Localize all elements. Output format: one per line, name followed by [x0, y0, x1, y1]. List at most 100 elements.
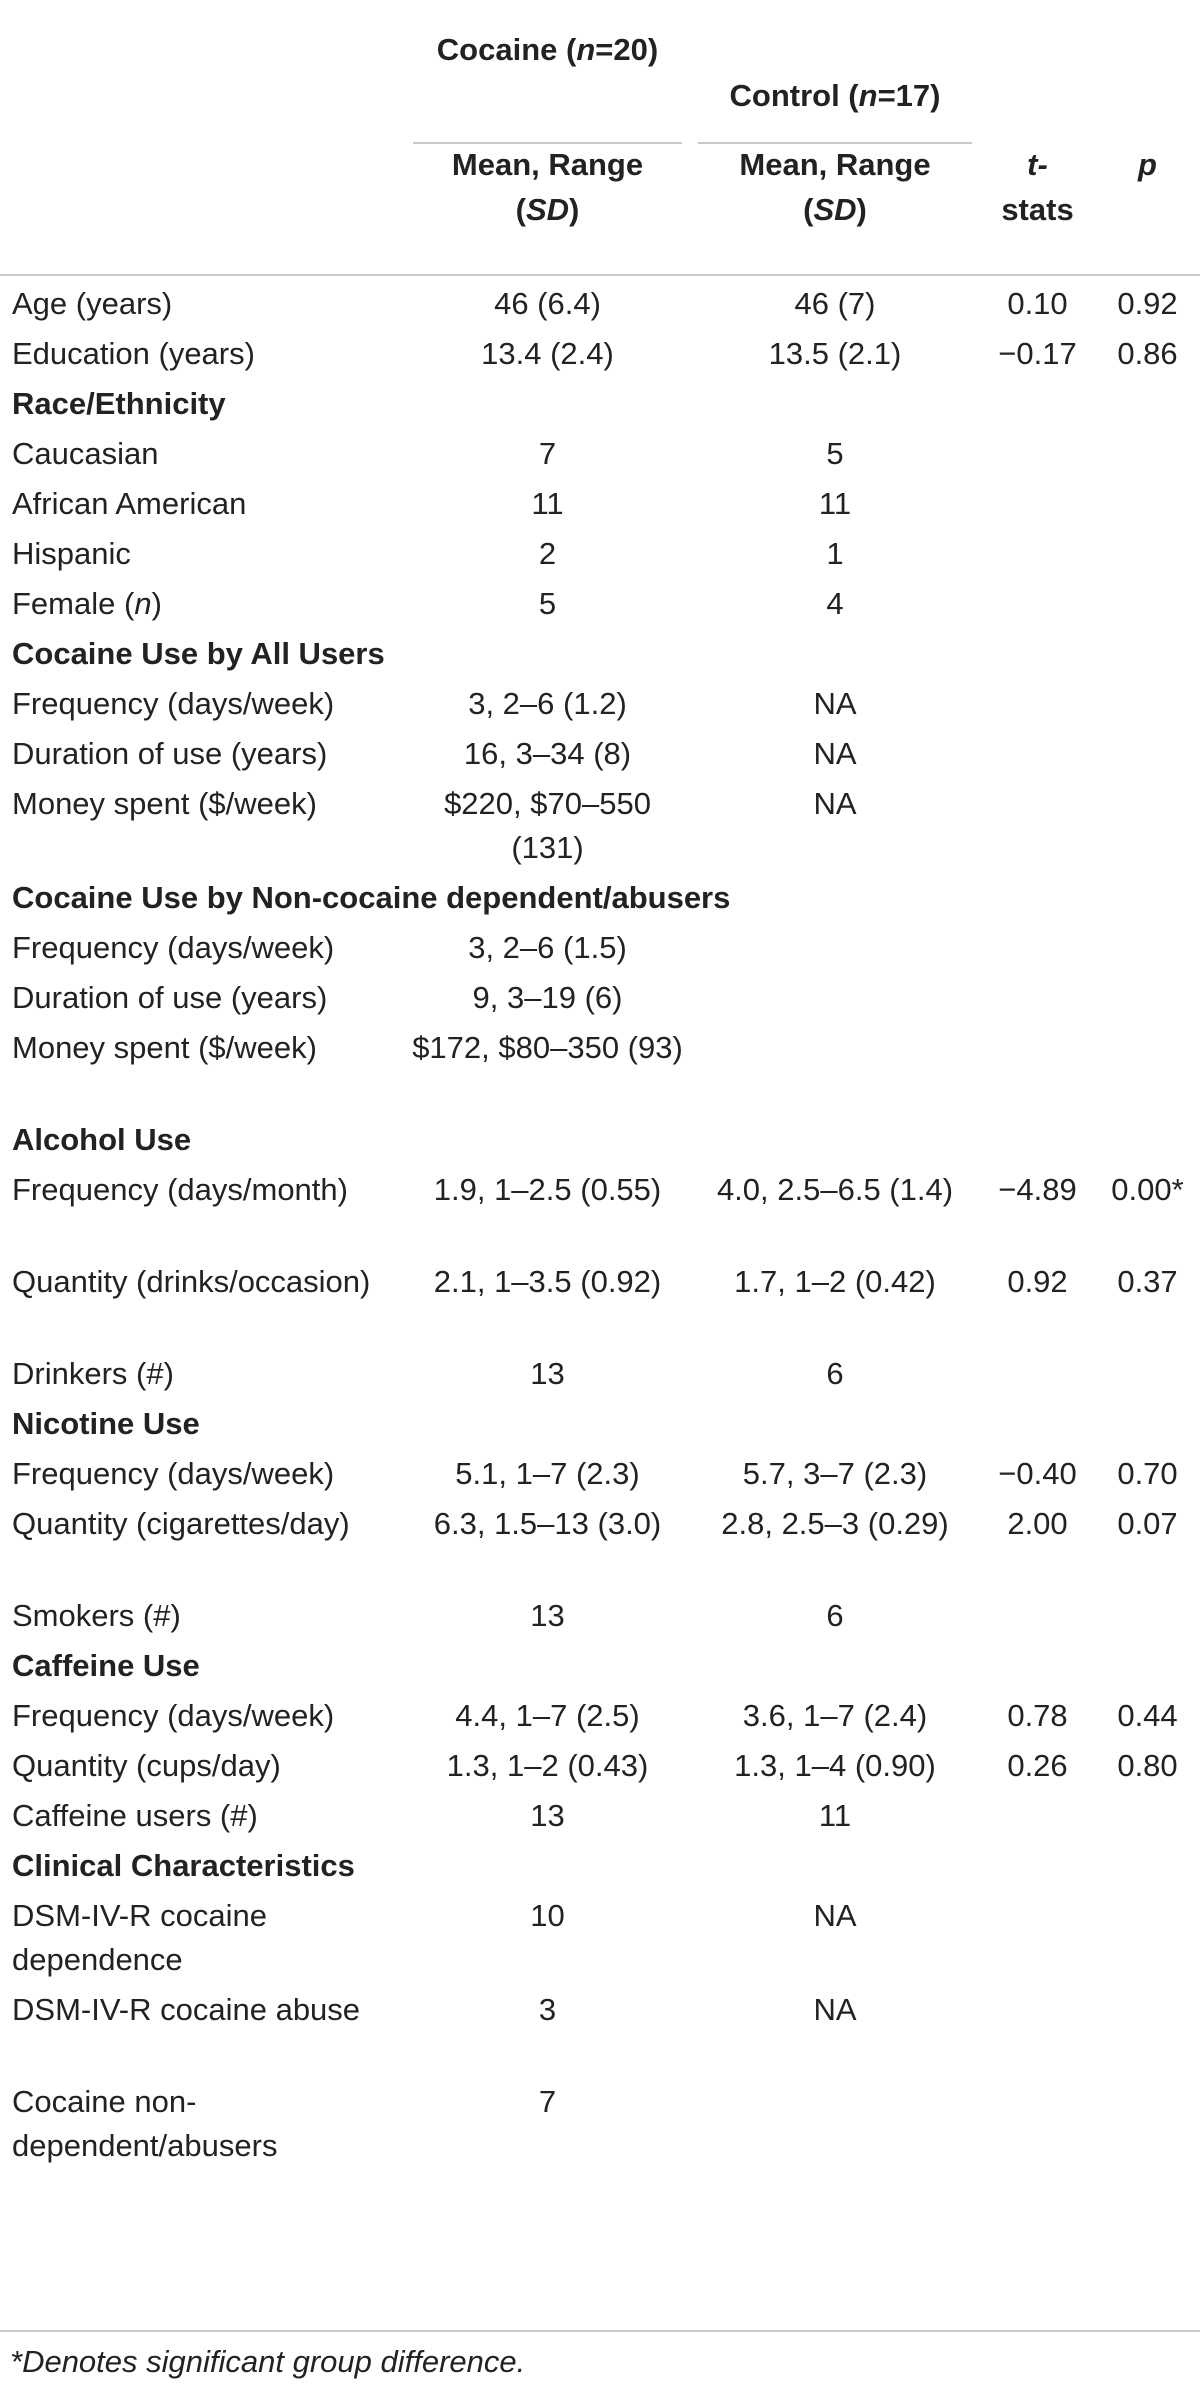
p-value — [1095, 1888, 1200, 1982]
table-row: Frequency (days/week) 5.1, 1–7 (2.3) 5.7, … — [0, 1446, 1200, 1496]
table-row: Frequency (days/month) 1.9, 1–2.5 (0.55) 4… — [0, 1162, 1200, 1254]
section-row: Nicotine Use — [0, 1396, 1200, 1446]
table-row: Smokers (#) 13 6 — [0, 1588, 1200, 1638]
header-blank-t — [980, 0, 1095, 142]
sd-label: SD — [525, 192, 570, 227]
cocaine-value: 2.1, 1–3.5 (0.92) — [433, 1264, 662, 1299]
control-value: 2.8, 2.5–3 (0.29) — [721, 1506, 949, 1541]
row-label: Frequency (days/week) — [12, 930, 335, 965]
table-row: Hispanic 2 1 — [0, 526, 1200, 576]
p-value — [1095, 1346, 1200, 1396]
demographics-table: Cocaine (n=20) Control (n=17) Mean, Rang… — [0, 0, 1200, 2168]
row-label: Frequency (days/week) — [12, 1456, 335, 1491]
t-stat-value — [980, 2074, 1095, 2168]
header-blank-p — [1095, 0, 1200, 142]
cocaine-value: 5 — [538, 586, 557, 621]
control-value — [690, 970, 980, 1020]
section-row: Alcohol Use — [0, 1112, 1200, 1162]
cocaine-subheader: Mean, Range (SD) — [405, 142, 690, 274]
section-row: Clinical Characteristics — [0, 1838, 1200, 1888]
table-row: Duration of use (years) 16, 3–34 (8) NA — [0, 726, 1200, 776]
control-value: 11 — [818, 486, 852, 521]
table-row: Money spent ($/week) $172, $80–350 (93) — [0, 1020, 1200, 1112]
header-rule-row — [0, 274, 1200, 276]
table-row: Female (n) 5 4 — [0, 576, 1200, 626]
cocaine-value: 13.4 (2.4) — [481, 336, 614, 371]
section-label: Cocaine Use by All Users — [12, 636, 385, 671]
footnote: *Denotes significant group difference. — [10, 2344, 526, 2379]
t-stats-header: t- stats — [1001, 147, 1074, 227]
header-blank — [0, 0, 405, 142]
row-label: Drinkers (#) — [12, 1356, 174, 1391]
cocaine-value: 1.3, 1–2 (0.43) — [446, 1748, 649, 1783]
table-row: Caucasian 7 5 — [0, 426, 1200, 476]
control-value: 13.5 (2.1) — [768, 336, 902, 371]
row-label: Frequency (days/month) — [12, 1172, 348, 1207]
cocaine-value: 1.9, 1–2.5 (0.55) — [433, 1172, 662, 1207]
p-value — [1095, 1982, 1200, 2074]
section-label: Cocaine Use by Non-cocaine dependent/abu… — [12, 880, 731, 915]
table-row: Quantity (cigarettes/day) 6.3, 1.5–13 (3.… — [0, 1496, 1200, 1588]
cocaine-value: 6.3, 1.5–13 (3.0) — [433, 1506, 662, 1541]
t-stat-value — [980, 426, 1095, 476]
cocaine-value: 7 — [538, 436, 557, 471]
cocaine-group-label: Cocaine (n=20) — [436, 32, 659, 67]
t-stat-value — [980, 1588, 1095, 1638]
control-value: 46 (7) — [794, 286, 876, 321]
t-stat-value: 0.10 — [1007, 286, 1068, 321]
control-value: 6 — [826, 1598, 844, 1633]
p-value — [1095, 776, 1200, 870]
cocaine-value: 46 (6.4) — [494, 286, 601, 321]
control-value: NA — [813, 1992, 857, 2027]
t-stat-value: −0.17 — [998, 336, 1077, 371]
section-label: Nicotine Use — [12, 1406, 200, 1441]
section-row: Race/Ethnicity — [0, 376, 1200, 426]
section-row: Cocaine Use by Non-cocaine dependent/abu… — [0, 870, 1200, 920]
row-label: Frequency (days/week) — [12, 686, 335, 721]
t-stat-value — [980, 1982, 1095, 2074]
table-row: DSM-IV-R cocaine dependence 10 NA — [0, 1888, 1200, 1982]
t-stat-value: 0.26 — [1007, 1748, 1068, 1783]
table-row: Caffeine users (#) 13 11 — [0, 1788, 1200, 1838]
row-label: Quantity (cigarettes/day) — [12, 1506, 350, 1541]
table-row: Age (years) 46 (6.4) 46 (7) 0.10 0.92 — [0, 276, 1200, 326]
t-stat-value — [980, 1346, 1095, 1396]
t-stat-value — [980, 726, 1095, 776]
control-subheader: Mean, Range (SD) — [690, 142, 980, 274]
control-value: 4.0, 2.5–6.5 (1.4) — [716, 1172, 954, 1207]
cocaine-value: 16, 3–34 (8) — [463, 736, 632, 771]
row-label: Hispanic — [12, 536, 131, 571]
row-label: Caffeine users (#) — [12, 1798, 258, 1833]
mean-range-label: Mean, Range — [739, 147, 931, 182]
p-value: 0.00* — [1111, 1172, 1184, 1207]
t-stat-value — [980, 676, 1095, 726]
table-row: Duration of use (years) 9, 3–19 (6) — [0, 970, 1200, 1020]
t-stat-value — [980, 970, 1095, 1020]
row-label: Caucasian — [12, 436, 159, 471]
p-value: 0.92 — [1117, 286, 1178, 321]
t-stat-value: −0.40 — [998, 1456, 1077, 1491]
table-row: Money spent ($/week) $220, $70–550 (131) N… — [0, 776, 1200, 870]
p-value — [1095, 676, 1200, 726]
control-value: 5.7, 3–7 (2.3) — [742, 1456, 928, 1491]
table-row: Cocaine non-dependent/abusers 7 — [0, 2074, 1200, 2168]
row-label: Education (years) — [12, 336, 255, 371]
p-value — [1095, 1788, 1200, 1838]
t-stat-value — [980, 576, 1095, 626]
t-stat-value — [980, 920, 1095, 970]
p-value — [1095, 1020, 1200, 1112]
cocaine-value: 13 — [530, 1798, 565, 1833]
p-value — [1095, 920, 1200, 970]
cocaine-group-header: Cocaine (n=20) — [405, 0, 690, 144]
row-label: Money spent ($/week) — [12, 1030, 317, 1065]
section-label: Alcohol Use — [12, 1122, 192, 1157]
p-value: 0.37 — [1117, 1264, 1178, 1299]
row-label: Quantity (cups/day) — [12, 1748, 281, 1783]
t-stat-value — [980, 1788, 1095, 1838]
row-label: Duration of use (years) — [12, 736, 328, 771]
cocaine-value: 7 — [538, 2084, 557, 2119]
control-value: NA — [813, 786, 857, 821]
cocaine-value: 2 — [538, 536, 557, 571]
cocaine-value: 13 — [530, 1598, 565, 1633]
